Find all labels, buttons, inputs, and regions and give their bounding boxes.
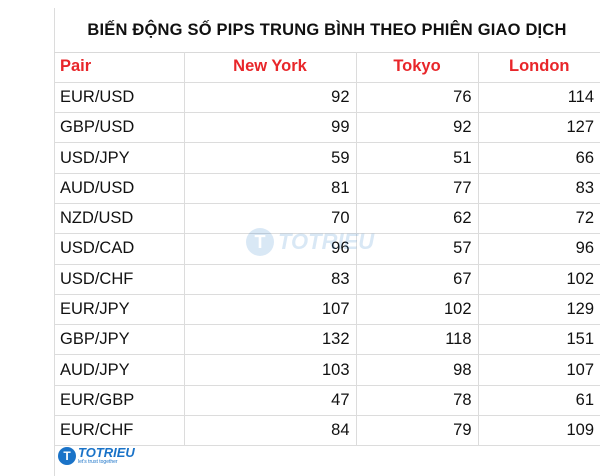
london-cell: 72 [478,203,600,235]
watermark-logo-icon: T [246,228,274,256]
column-header-tokyo: Tokyo [356,52,479,83]
brand-logo-text: TOTRIEU let's trust together [78,446,135,465]
title-row: BIẾN ĐỘNG SỐ PIPS TRUNG BÌNH THEO PHIÊN … [54,8,600,53]
watermark: T TOTRIEU [246,228,374,256]
pair-cell: GBP/JPY [54,324,185,356]
new-york-cell: 92 [184,82,357,114]
table-row: GBP/USD 99 92 127 [54,112,600,144]
brand-logo: T TOTRIEU let's trust together [58,446,135,465]
column-header-pair: Pair [54,52,185,83]
new-york-cell: 99 [184,112,357,144]
new-york-cell: 83 [184,264,357,295]
pair-cell: EUR/GBP [54,385,185,417]
london-cell: 61 [478,385,600,417]
london-cell: 127 [478,112,600,144]
pair-cell: EUR/USD [54,82,185,114]
london-cell: 66 [478,142,600,174]
tokyo-cell: 57 [356,233,479,265]
header-row: Pair New York Tokyo London [54,52,600,83]
pair-cell: USD/JPY [54,142,185,174]
table-row: USD/CAD 96 57 96 [54,233,600,265]
new-york-cell: 59 [184,142,357,174]
new-york-cell: 84 [184,415,357,447]
new-york-cell: 47 [184,385,357,417]
london-cell: 107 [478,354,600,386]
london-cell: 109 [478,415,600,447]
pair-cell: NZD/USD [54,203,185,235]
tokyo-cell: 51 [356,142,479,174]
watermark-text: TOTRIEU [278,229,375,254]
london-cell: 83 [478,173,600,204]
brand-name: TOTRIEU [78,445,135,460]
column-header-london: London [478,52,600,83]
london-cell: 114 [478,82,600,114]
table-row: AUD/JPY 103 98 107 [54,354,600,386]
pair-cell: USD/CHF [54,264,185,295]
tokyo-cell: 76 [356,82,479,114]
page-title: BIẾN ĐỘNG SỐ PIPS TRUNG BÌNH THEO PHIÊN … [87,20,567,39]
column-header-new-york: New York [184,52,357,83]
pips-table: Pair New York Tokyo London EUR/USD 92 76 11… [54,52,600,447]
new-york-cell: 103 [184,354,357,386]
table-row: EUR/USD 92 76 114 [54,82,600,114]
brand-logo-icon: T [58,446,76,465]
pair-cell: AUD/USD [54,173,185,204]
table-row: GBP/JPY 132 118 151 [54,324,600,356]
table-row: EUR/JPY 107 102 129 [54,294,600,326]
new-york-cell: 132 [184,324,357,356]
london-cell: 102 [478,264,600,295]
pair-cell: EUR/CHF [54,415,185,447]
brand-tagline: let's trust together [78,459,118,465]
tokyo-cell: 62 [356,203,479,235]
pair-cell: USD/CAD [54,233,185,265]
tokyo-cell: 79 [356,415,479,447]
tokyo-cell: 98 [356,354,479,386]
pair-cell: AUD/JPY [54,354,185,386]
tokyo-cell: 118 [356,324,479,356]
tokyo-cell: 77 [356,173,479,204]
new-york-cell: 96 [184,233,357,265]
table-row: EUR/GBP 47 78 61 [54,385,600,417]
london-cell: 129 [478,294,600,326]
london-cell: 151 [478,324,600,356]
pair-cell: GBP/USD [54,112,185,144]
table-row: USD/CHF 83 67 102 [54,264,600,295]
tokyo-cell: 102 [356,294,479,326]
table-row: EUR/CHF 84 79 109 [54,415,600,447]
table-body: EUR/USD 92 76 114 GBP/USD 99 92 127 USD/JPY 59 51 6… [54,82,600,447]
tokyo-cell: 78 [356,385,479,417]
table-row: USD/JPY 59 51 66 [54,142,600,174]
tokyo-cell: 67 [356,264,479,295]
new-york-cell: 81 [184,173,357,204]
table-row: AUD/USD 81 77 83 [54,173,600,204]
london-cell: 96 [478,233,600,265]
tokyo-cell: 92 [356,112,479,144]
new-york-cell: 107 [184,294,357,326]
pair-cell: EUR/JPY [54,294,185,326]
new-york-cell: 70 [184,203,357,235]
table-row: NZD/USD 70 62 72 [54,203,600,235]
